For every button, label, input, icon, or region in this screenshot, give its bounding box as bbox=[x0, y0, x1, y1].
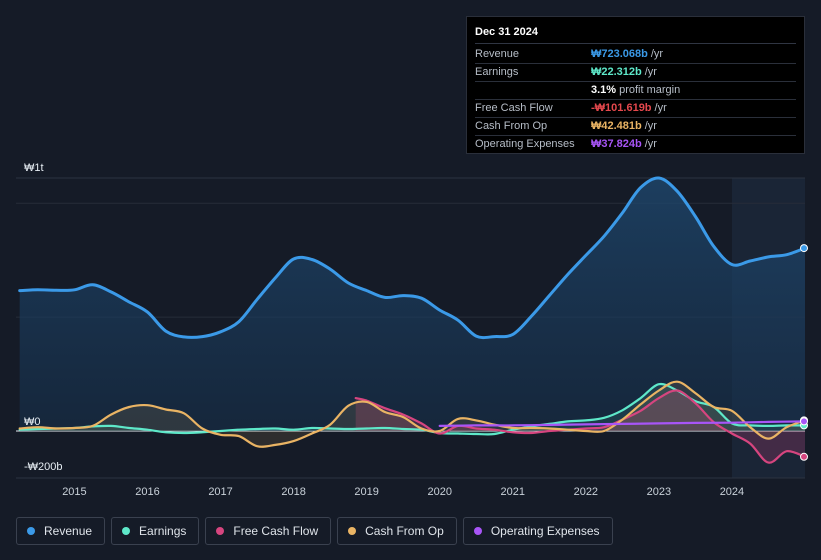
y-axis-zero-label: ₩0 bbox=[24, 416, 41, 428]
tooltip-row: Revenue ₩723.068b/yr bbox=[475, 46, 796, 64]
legend-label: Cash From Op bbox=[365, 524, 444, 538]
x-tick-label: 2022 bbox=[574, 486, 598, 498]
y-axis-top-label: ₩1t bbox=[24, 162, 44, 174]
cash-from-op-area bbox=[19, 381, 805, 447]
tooltip-row-value: ₩42.481b bbox=[591, 120, 642, 132]
axis-labels: ₩1t ₩0 -₩200b bbox=[24, 162, 63, 473]
x-tick-label: 2024 bbox=[720, 486, 744, 498]
tooltip-row-value: ₩723.068b bbox=[591, 48, 648, 60]
x-tick-label: 2021 bbox=[501, 486, 525, 498]
x-tick-label: 2023 bbox=[647, 486, 671, 498]
series-endpoints bbox=[800, 244, 808, 461]
legend-item-earnings[interactable]: Earnings bbox=[111, 517, 200, 545]
tooltip-row-label bbox=[475, 82, 591, 99]
operating-expenses-line bbox=[438, 420, 807, 427]
data-tooltip: Dec 31 2024 Revenue ₩723.068b/yr Earnings ₩… bbox=[466, 16, 805, 154]
tooltip-row-label: Free Cash Flow bbox=[475, 102, 553, 114]
x-tick-label: 2017 bbox=[208, 486, 232, 498]
legend-label: Operating Expenses bbox=[490, 524, 600, 538]
x-tick-label: 2018 bbox=[281, 486, 305, 498]
tooltip-row-unit: /yr bbox=[644, 120, 657, 132]
legend-label: Revenue bbox=[44, 524, 93, 538]
free-cash-flow-area bbox=[355, 390, 805, 463]
chart-legend: Revenue Earnings Free Cash Flow Cash From O… bbox=[16, 517, 613, 547]
tooltip-row-value: ₩22.312b bbox=[591, 66, 642, 78]
x-tick-label: 2020 bbox=[427, 486, 451, 498]
tooltip-row-value: ₩37.824b bbox=[591, 138, 642, 150]
tooltip-row: 3.1% profit margin bbox=[475, 82, 796, 100]
tooltip-row-unit: /yr bbox=[654, 102, 667, 114]
legend-dot-icon bbox=[27, 527, 35, 535]
legend-dot-icon bbox=[348, 527, 357, 535]
legend-dot-icon bbox=[216, 527, 225, 535]
tooltip-row-label: Operating Expenses bbox=[475, 138, 575, 150]
x-axis-ticks: 2015 2016 2017 2018 2019 2020 2021 2022 2023 2024 bbox=[62, 486, 744, 498]
revenue-endpoint bbox=[800, 244, 808, 253]
tooltip-row: Operating Expenses ₩37.824b/yr bbox=[475, 136, 796, 153]
tooltip-row: Cash From Op ₩42.481b/yr bbox=[475, 118, 796, 136]
tooltip-rows: Revenue ₩723.068b/yr Earnings ₩22.312b/yr 3.… bbox=[475, 46, 796, 153]
tooltip-row: Free Cash Flow -₩101.619b/yr bbox=[475, 100, 796, 118]
tooltip-row-unit: /yr bbox=[644, 138, 657, 150]
free-cash-flow-endpoint bbox=[800, 452, 808, 461]
tooltip-row-label: Cash From Op bbox=[475, 120, 548, 132]
tooltip-row-label: Revenue bbox=[475, 48, 520, 60]
legend-label: Free Cash Flow bbox=[233, 524, 319, 538]
legend-item-free-cash-flow[interactable]: Free Cash Flow bbox=[205, 517, 332, 545]
cash-from-op-line bbox=[18, 380, 807, 448]
legend-item-cash-from-op[interactable]: Cash From Op bbox=[337, 517, 457, 545]
x-tick-label: 2015 bbox=[62, 486, 86, 498]
revenue-area bbox=[19, 177, 805, 431]
tooltip-date: Dec 31 2024 bbox=[475, 25, 796, 44]
tooltip-row-unit: profit margin bbox=[619, 84, 681, 96]
tooltip-row-value: 3.1% bbox=[591, 84, 617, 96]
tooltip-row-value: -₩101.619b bbox=[591, 102, 652, 114]
legend-dot-icon bbox=[122, 527, 131, 535]
series-lines bbox=[18, 176, 807, 464]
tooltip-row-unit: /yr bbox=[644, 66, 657, 78]
x-tick-label: 2016 bbox=[135, 486, 159, 498]
series-areas bbox=[19, 177, 805, 463]
tooltip-row-unit: /yr bbox=[650, 48, 664, 60]
operating-expenses-endpoint bbox=[800, 417, 808, 426]
free-cash-flow-line bbox=[354, 389, 807, 464]
legend-dot-icon bbox=[473, 527, 482, 535]
x-tick-label: 2019 bbox=[354, 486, 378, 498]
earnings-area bbox=[19, 383, 805, 435]
revenue-line bbox=[18, 176, 807, 340]
legend-item-operating-expenses[interactable]: Operating Expenses bbox=[462, 517, 613, 545]
tooltip-row-label: Earnings bbox=[475, 66, 519, 78]
legend-item-revenue[interactable]: Revenue bbox=[16, 517, 106, 545]
tooltip-row: Earnings ₩22.312b/yr bbox=[475, 64, 796, 82]
legend-label: Earnings bbox=[139, 524, 187, 538]
y-axis-bottom-label: -₩200b bbox=[24, 461, 63, 473]
